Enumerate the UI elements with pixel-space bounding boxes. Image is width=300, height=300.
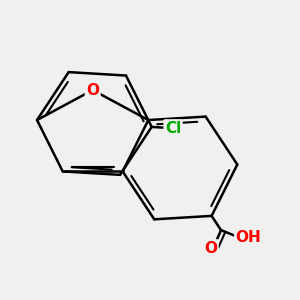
Text: OH: OH [236,230,261,244]
Text: O: O [86,82,99,98]
Text: Cl: Cl [165,121,181,136]
Text: O: O [204,241,217,256]
